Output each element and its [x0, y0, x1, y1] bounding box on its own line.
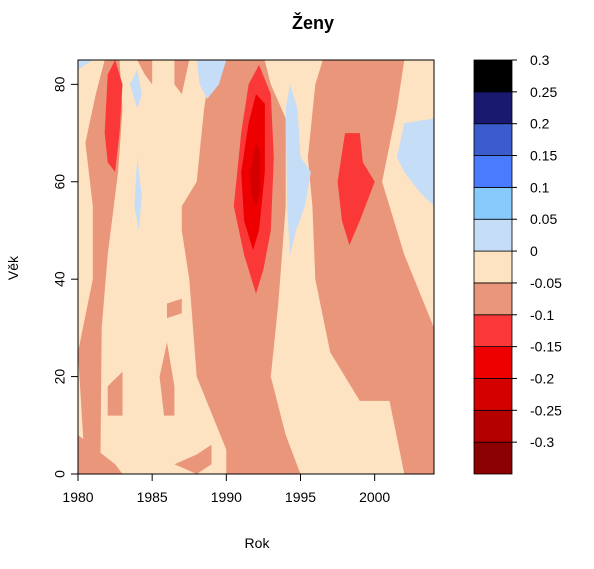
legend-swatch [473, 91, 513, 125]
legend-swatch [473, 346, 513, 379]
level-region [196, 60, 227, 99]
legend-tick-label: 0.1 [530, 179, 550, 195]
x-axis: 1980 1985 1990 1995 2000 [62, 474, 390, 505]
level-region [107, 371, 123, 416]
legend-swatch [473, 441, 513, 475]
level-region [104, 60, 123, 172]
level-region [174, 444, 212, 474]
y-tick-label: 60 [52, 174, 68, 190]
legend-swatch [473, 186, 513, 220]
level-region [137, 60, 153, 85]
legend-swatch [473, 409, 513, 443]
level-region [78, 60, 93, 70]
legend-tick-label: 0.3 [530, 52, 550, 68]
y-tick-label: 40 [52, 271, 68, 287]
legend-tick-label: -0.3 [530, 434, 554, 450]
legend-swatch [473, 282, 513, 316]
level-region [337, 133, 375, 246]
legend-swatch [473, 378, 513, 411]
level-region [307, 60, 434, 474]
x-tick-label: 1995 [285, 489, 316, 505]
x-axis-title: Rok [245, 535, 271, 551]
x-tick-label: 1985 [137, 489, 168, 505]
level-region [134, 157, 142, 231]
legend-tick-label: 0.2 [530, 116, 550, 132]
y-axis-title: Věk [5, 255, 21, 280]
plot-frame [77, 59, 435, 475]
level-region [129, 69, 142, 109]
y-axis: 0 20 40 60 80 [52, 76, 78, 478]
y-tick-label: 80 [52, 76, 68, 92]
legend-tick-label: -0.1 [530, 307, 554, 323]
legend-tick-label: 0.05 [530, 211, 557, 227]
legend-swatch [473, 155, 513, 188]
legend-tick-label: 0 [530, 243, 538, 259]
legend-swatch [473, 314, 513, 348]
plot-area [78, 60, 434, 474]
chart-title: Ženy [292, 12, 334, 33]
legend-swatch [473, 218, 513, 252]
legend-tick-label: -0.05 [530, 275, 562, 291]
y-tick-label: 20 [52, 369, 68, 385]
y-tick-label: 0 [52, 470, 68, 478]
legend-tick-label: -0.25 [530, 402, 562, 418]
level-region [285, 84, 311, 255]
level-region [250, 142, 261, 207]
x-tick-label: 1980 [62, 489, 93, 505]
legend-swatch [473, 250, 513, 284]
level-region [167, 298, 182, 319]
legend-tick-label: -0.15 [530, 339, 562, 355]
legend-swatch [473, 59, 513, 93]
legend-tick-label: -0.2 [530, 370, 554, 386]
legend-tick-label: 0.15 [530, 148, 557, 164]
x-tick-label: 2000 [359, 489, 390, 505]
level-region [396, 118, 434, 207]
legend-swatch [473, 123, 513, 156]
color-legend: 0.3 0.25 0.2 0.15 0.1 0.05 0 -0.05 -0.1 -0.15 -0.2… [473, 52, 562, 475]
x-tick-label: 1990 [211, 489, 242, 505]
level-region [174, 60, 190, 95]
level-region [159, 342, 175, 416]
legend-tick-label: 0.25 [530, 84, 557, 100]
